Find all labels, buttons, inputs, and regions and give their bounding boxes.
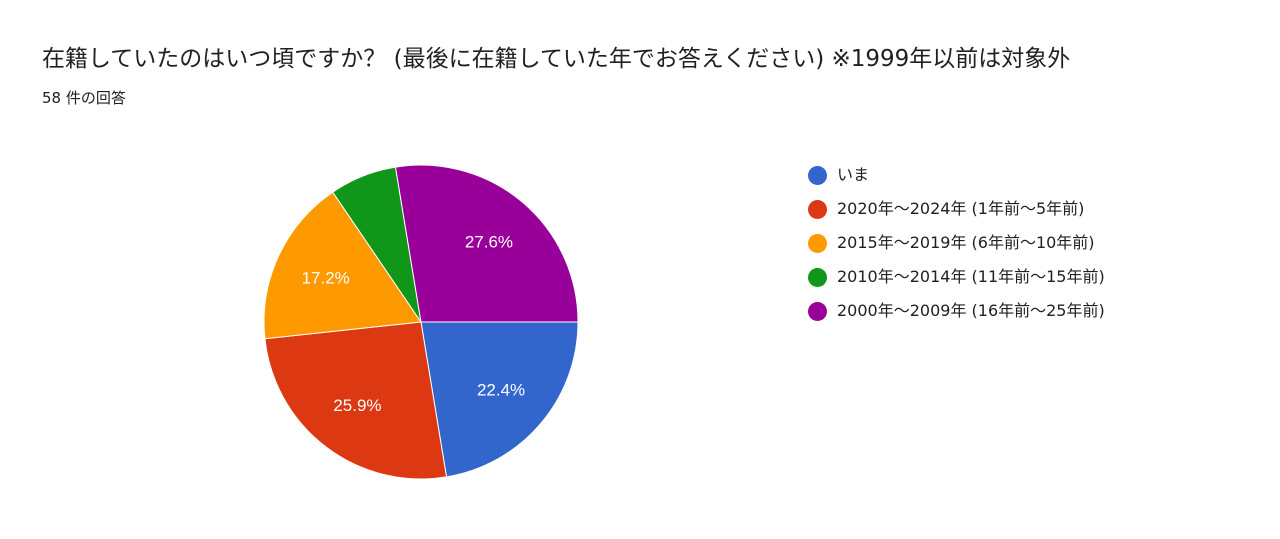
legend-swatch-icon <box>808 301 827 321</box>
legend-swatch-icon <box>808 199 827 219</box>
legend-swatch-icon <box>808 267 827 287</box>
slice-label-2: 17.2% <box>302 268 350 287</box>
legend-item-2[interactable]: 2015年〜2019年 (6年前〜10年前) <box>808 231 1105 255</box>
chart-legend: いま 2020年〜2024年 (1年前〜5年前) 2015年〜2019年 (6年前〜… <box>808 163 1105 333</box>
legend-label: 2020年〜2024年 (1年前〜5年前) <box>837 199 1085 218</box>
page-title: 在籍していたのはいつ頃ですか？ (最後に在籍していた年でお答えください) ※19… <box>42 46 1071 72</box>
pie-slice-4[interactable] <box>394 164 579 323</box>
legend-label: いま <box>837 165 870 184</box>
pie-slice-1[interactable] <box>264 321 448 480</box>
pie-slice-2[interactable] <box>263 191 422 340</box>
slice-label-0: 22.4% <box>477 380 525 399</box>
pie-slices <box>263 164 579 480</box>
legend-swatch-icon <box>808 165 827 185</box>
legend-swatch-icon <box>808 233 827 253</box>
legend-item-3[interactable]: 2010年〜2014年 (11年前〜15年前) <box>808 265 1105 289</box>
slice-label-4: 27.6% <box>465 232 513 251</box>
slice-label-1: 25.9% <box>333 396 381 415</box>
pie-slice-0[interactable] <box>420 321 579 478</box>
legend-item-4[interactable]: 2000年〜2009年 (16年前〜25年前) <box>808 299 1105 323</box>
pie-chart: 22.4% 25.9% 17.2% 27.6% <box>263 164 579 480</box>
legend-label: 2010年〜2014年 (11年前〜15年前) <box>837 267 1105 286</box>
legend-label: 2015年〜2019年 (6年前〜10年前) <box>837 233 1095 252</box>
pie-labels: 22.4% 25.9% 17.2% 27.6% <box>302 232 526 415</box>
legend-item-0[interactable]: いま <box>808 163 1105 187</box>
response-count: 58 件の回答 <box>42 89 126 107</box>
legend-item-1[interactable]: 2020年〜2024年 (1年前〜5年前) <box>808 197 1105 221</box>
legend-label: 2000年〜2009年 (16年前〜25年前) <box>837 301 1105 320</box>
